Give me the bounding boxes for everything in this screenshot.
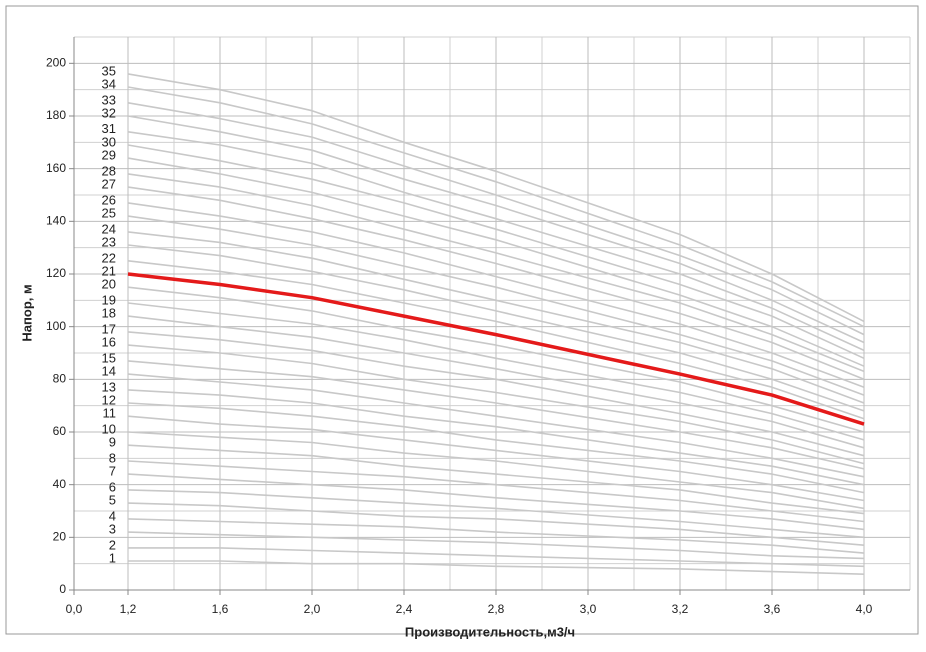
x-tick-label: 2,4	[396, 602, 413, 616]
series-label: 21	[102, 263, 116, 278]
series-line	[127, 360, 865, 470]
series-label: 26	[102, 192, 116, 207]
series-line	[127, 331, 865, 457]
x-tick-label: 3,6	[764, 602, 781, 616]
y-tick-label: 140	[46, 214, 66, 228]
series-label: 6	[109, 479, 116, 494]
series-label: 11	[103, 406, 117, 421]
series-label: 15	[102, 350, 116, 365]
series-line	[127, 444, 865, 515]
series-line	[127, 144, 865, 360]
series-line	[127, 244, 865, 412]
x-tick-label: 2,0	[304, 602, 321, 616]
series-line	[127, 460, 865, 523]
x-tick-label: 3,0	[580, 602, 597, 616]
series-line	[127, 272, 865, 426]
x-axis-label: Производительность,м3/ч	[405, 624, 575, 639]
x-tick-label: 1,2	[120, 602, 137, 616]
y-tick-label: 20	[53, 530, 67, 544]
series-line	[127, 173, 865, 373]
x-tick-label: 4,0	[856, 602, 873, 616]
series-label: 10	[102, 421, 116, 436]
series-line	[127, 286, 865, 433]
series-line	[127, 131, 865, 352]
y-tick-label: 200	[46, 56, 66, 70]
x-tick-label: 0,0	[66, 602, 83, 616]
series-label: 1	[109, 550, 116, 565]
series-label: 28	[102, 163, 116, 178]
series-line	[128, 560, 865, 575]
series-line	[127, 473, 865, 531]
series-line	[128, 547, 865, 568]
y-tick-label: 80	[53, 372, 67, 386]
series-label: 31	[102, 121, 116, 136]
series-label: 18	[102, 306, 116, 321]
series-label: 9	[109, 435, 116, 450]
y-tick-label: 60	[53, 424, 67, 438]
series-line	[127, 373, 865, 478]
series-line	[127, 489, 865, 539]
series-line	[127, 518, 865, 554]
series-label: 16	[102, 335, 116, 350]
series-label: 2	[109, 537, 116, 552]
series-line	[127, 102, 865, 336]
series-label: 32	[102, 105, 116, 120]
series-label: 13	[102, 379, 116, 394]
series-label: 3	[109, 522, 116, 537]
series-line	[127, 402, 865, 494]
x-tick-label: 2,8	[488, 602, 505, 616]
y-axis-label: Напор, м	[19, 284, 34, 341]
x-tick-label: 3,2	[672, 602, 689, 616]
series-label: 20	[102, 277, 116, 292]
y-tick-label: 0	[59, 582, 66, 596]
x-tick-label: 1,6	[212, 602, 229, 616]
series-line	[127, 215, 865, 396]
series-line	[127, 344, 865, 465]
series-label: 25	[102, 206, 116, 221]
series-label: 29	[102, 148, 116, 163]
series-label: 23	[102, 234, 116, 249]
series-label: 8	[109, 450, 116, 465]
series-line	[127, 302, 865, 441]
series-line	[127, 315, 865, 449]
series-line	[127, 157, 865, 367]
series-line	[127, 389, 865, 486]
series-label: 33	[102, 92, 116, 107]
series-line	[127, 502, 865, 546]
series-line	[127, 431, 865, 510]
series-label: 12	[102, 392, 116, 407]
series-label: 27	[102, 177, 116, 192]
series-line	[127, 260, 865, 420]
series-label: 7	[109, 464, 116, 479]
series-label: 17	[102, 321, 116, 336]
series-label: 14	[102, 364, 116, 379]
series-line	[127, 231, 865, 404]
series-line	[127, 73, 865, 323]
series-line	[127, 531, 865, 560]
series-line	[127, 202, 865, 388]
y-tick-label: 120	[46, 266, 66, 280]
series-label: 30	[102, 134, 116, 149]
series-line	[127, 415, 865, 502]
series-label: 4	[109, 508, 116, 523]
series-label: 35	[102, 63, 116, 78]
series-label: 22	[102, 250, 116, 265]
series-label: 19	[102, 292, 116, 307]
series-label: 24	[102, 221, 116, 236]
y-tick-label: 180	[46, 108, 66, 122]
series-line	[127, 86, 865, 328]
series-line	[127, 115, 865, 344]
series-label: 5	[109, 493, 116, 508]
y-tick-label: 40	[53, 477, 67, 491]
y-tick-label: 160	[46, 161, 66, 175]
y-tick-label: 100	[46, 319, 66, 333]
series-label: 34	[102, 76, 116, 91]
series-line	[127, 186, 865, 381]
